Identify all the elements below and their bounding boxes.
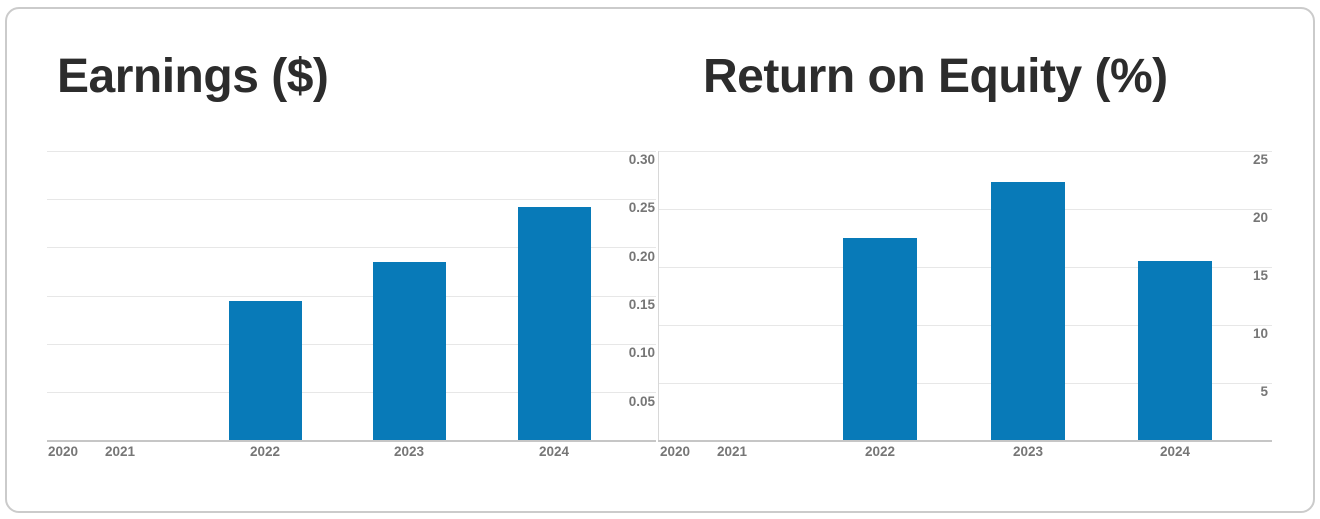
earnings-bar-2024[interactable]	[517, 207, 591, 440]
return-on-equity-gridline	[658, 324, 1272, 326]
return-on-equity-bar-2024[interactable]	[1138, 261, 1212, 440]
return-on-equity-y-axis-line	[658, 151, 659, 441]
earnings-gridline	[47, 343, 656, 345]
earnings-y-axis-tick-label: 0.10	[628, 345, 655, 361]
earnings-x-axis-tick-label: 2020	[47, 444, 79, 459]
return-on-equity-x-axis-tick-label: 2021	[716, 444, 748, 459]
return-on-equity-x-axis-tick-label: 2024	[1159, 444, 1191, 459]
earnings-y-axis-tick-label: 0.05	[628, 393, 655, 409]
return-on-equity-gridline	[658, 266, 1272, 268]
earnings-x-axis-tick-label: 2021	[104, 444, 136, 459]
earnings-gridline	[47, 295, 656, 297]
return-on-equity-y-axis-tick-label: 25	[1252, 152, 1268, 167]
earnings-x-axis-tick-label: 2023	[393, 444, 425, 459]
earnings-y-axis-tick-label: 0.15	[628, 297, 655, 312]
earnings-gridline	[47, 198, 656, 200]
return-on-equity-x-axis-tick-label: 2022	[864, 444, 896, 459]
return-on-equity-bar-2022[interactable]	[843, 238, 917, 440]
earnings-gridline	[47, 247, 656, 249]
earnings-y-axis-tick-label: 0.30	[628, 152, 655, 167]
return-on-equity-x-axis-tick-label: 2020	[659, 444, 691, 459]
return-on-equity-chart-title: Return on Equity (%)	[703, 50, 1168, 103]
return-on-equity-x-axis-line	[658, 440, 1272, 442]
earnings-gridline	[47, 150, 656, 152]
return-on-equity-gridline	[658, 382, 1272, 384]
return-on-equity-gridline	[658, 150, 1272, 152]
earnings-y-axis-tick-label: 0.25	[628, 200, 655, 216]
earnings-x-axis-tick-label: 2022	[249, 444, 281, 459]
return-on-equity-y-axis-tick-label: 15	[1252, 268, 1268, 283]
return-on-equity-x-axis-tick-label: 2023	[1012, 444, 1044, 459]
return-on-equity-y-axis-tick-label: 20	[1252, 210, 1268, 225]
earnings-x-axis-tick-label: 2024	[538, 444, 570, 459]
chart-card: Earnings ($) Return on Equity (%)	[5, 7, 1315, 513]
earnings-bar-2022[interactable]	[228, 300, 302, 440]
earnings-chart-title: Earnings ($)	[57, 50, 329, 103]
earnings-y-axis-tick-label: 0.20	[628, 248, 655, 264]
earnings-gridline	[47, 392, 656, 394]
earnings-bar-2023[interactable]	[372, 262, 446, 440]
earnings-x-axis-line	[47, 440, 656, 442]
return-on-equity-y-axis-tick-label: 5	[1260, 384, 1268, 399]
return-on-equity-y-axis-tick-label: 10	[1252, 326, 1268, 341]
return-on-equity-gridline	[658, 208, 1272, 210]
return-on-equity-bar-2023[interactable]	[991, 182, 1065, 440]
